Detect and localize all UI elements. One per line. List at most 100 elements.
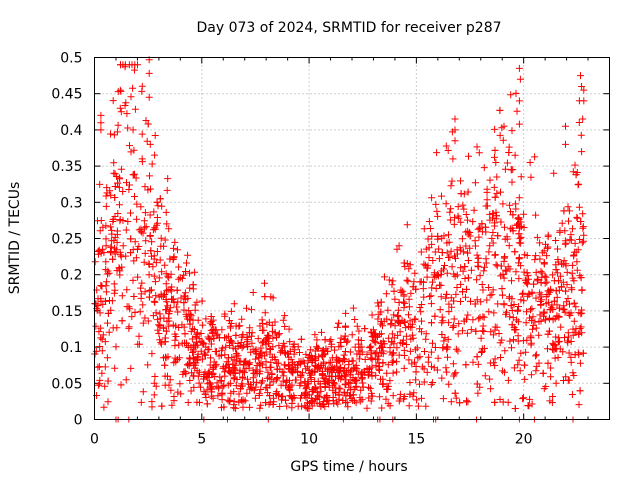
data-point bbox=[251, 355, 259, 363]
data-point bbox=[440, 337, 448, 345]
data-point bbox=[123, 110, 131, 118]
data-point bbox=[473, 380, 481, 388]
data-point bbox=[180, 271, 188, 279]
data-point bbox=[95, 363, 103, 371]
data-point bbox=[578, 329, 586, 337]
data-point bbox=[111, 233, 119, 241]
data-point bbox=[425, 244, 433, 252]
data-point bbox=[302, 365, 310, 373]
data-point bbox=[386, 377, 394, 385]
data-point bbox=[380, 340, 388, 348]
data-point bbox=[319, 351, 327, 359]
y-tick-label: 0 bbox=[74, 413, 83, 429]
data-point bbox=[417, 248, 425, 256]
data-point bbox=[562, 260, 570, 268]
data-point bbox=[499, 200, 507, 208]
data-point bbox=[183, 259, 190, 267]
data-point bbox=[431, 312, 439, 320]
data-point bbox=[516, 235, 524, 243]
data-point bbox=[386, 348, 394, 356]
data-point bbox=[491, 219, 498, 227]
data-point bbox=[304, 404, 312, 412]
data-point bbox=[326, 366, 334, 374]
data-point bbox=[339, 358, 347, 366]
data-point bbox=[339, 355, 347, 363]
data-point bbox=[429, 278, 436, 286]
data-point bbox=[177, 390, 185, 398]
data-point bbox=[252, 347, 260, 355]
data-point bbox=[460, 205, 468, 213]
data-point bbox=[105, 269, 113, 277]
data-point bbox=[388, 316, 396, 324]
data-point bbox=[451, 115, 459, 123]
data-point bbox=[115, 183, 123, 191]
data-point bbox=[508, 344, 515, 352]
data-point bbox=[511, 248, 519, 256]
data-point bbox=[418, 328, 425, 336]
data-point bbox=[126, 142, 133, 150]
data-point bbox=[444, 353, 451, 361]
data-point bbox=[515, 356, 523, 364]
data-point bbox=[572, 171, 580, 179]
data-point bbox=[101, 363, 109, 371]
data-point bbox=[339, 397, 347, 404]
data-point bbox=[467, 266, 475, 274]
data-point bbox=[577, 218, 585, 225]
data-point bbox=[226, 342, 234, 349]
data-point bbox=[482, 202, 490, 210]
data-point bbox=[497, 354, 504, 361]
data-point bbox=[486, 210, 494, 218]
data-point bbox=[449, 360, 457, 368]
data-point bbox=[550, 169, 558, 177]
data-point bbox=[190, 347, 198, 355]
data-point bbox=[515, 97, 523, 105]
data-point bbox=[218, 344, 226, 352]
data-point bbox=[544, 287, 552, 295]
data-point bbox=[540, 247, 548, 255]
data-point bbox=[367, 342, 375, 350]
data-point bbox=[438, 249, 446, 256]
data-point bbox=[377, 330, 385, 338]
data-point bbox=[166, 255, 174, 263]
data-point bbox=[109, 215, 117, 223]
data-point bbox=[571, 351, 579, 359]
data-point bbox=[478, 220, 486, 228]
data-point bbox=[491, 362, 499, 369]
data-point bbox=[388, 330, 396, 338]
data-point bbox=[108, 226, 116, 234]
data-point bbox=[302, 385, 310, 393]
data-point bbox=[372, 371, 380, 379]
data-point bbox=[487, 385, 495, 393]
data-point bbox=[313, 336, 321, 344]
data-point bbox=[298, 392, 305, 399]
data-point bbox=[526, 395, 534, 403]
data-point bbox=[230, 388, 238, 396]
data-point bbox=[173, 356, 181, 364]
data-point bbox=[107, 191, 115, 199]
data-point bbox=[544, 231, 552, 239]
data-point bbox=[182, 268, 189, 275]
data-point bbox=[489, 210, 497, 217]
data-point bbox=[123, 303, 131, 311]
data-point bbox=[342, 381, 350, 389]
data-point bbox=[291, 376, 299, 384]
data-point bbox=[214, 392, 222, 400]
data-point bbox=[534, 276, 542, 283]
data-point bbox=[571, 239, 579, 247]
data-point bbox=[186, 284, 194, 292]
data-point bbox=[127, 249, 135, 257]
data-point bbox=[328, 354, 336, 362]
data-point bbox=[285, 365, 293, 373]
data-point bbox=[115, 174, 123, 182]
data-point bbox=[453, 271, 461, 279]
data-point bbox=[481, 263, 488, 271]
data-point bbox=[193, 398, 201, 406]
data-point bbox=[122, 376, 130, 384]
data-point bbox=[97, 282, 105, 289]
data-point bbox=[464, 398, 472, 406]
data-point bbox=[374, 299, 382, 307]
data-point bbox=[544, 345, 551, 353]
data-point bbox=[416, 278, 424, 286]
data-point bbox=[142, 223, 150, 231]
